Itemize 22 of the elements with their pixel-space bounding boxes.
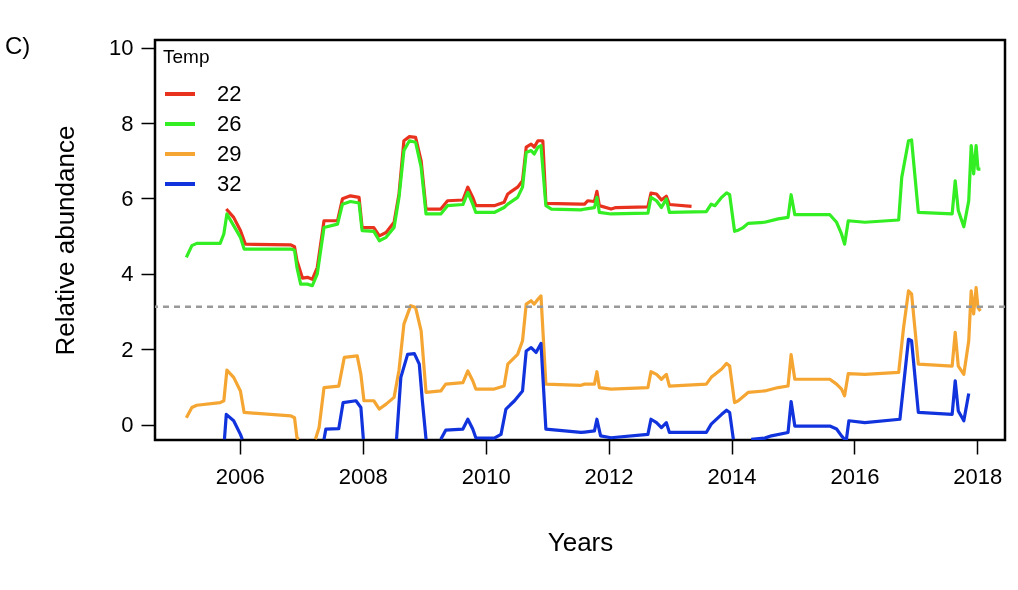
legend-label: 22	[217, 81, 242, 106]
x-tick-label: 2014	[707, 463, 757, 489]
y-tick-label: 2	[121, 336, 134, 362]
y-tick-label: 4	[121, 261, 134, 287]
chart-title: C)	[5, 31, 31, 59]
x-tick-label: 2008	[338, 463, 388, 489]
y-axis-title: Relative abundance	[50, 125, 81, 356]
line-series	[184, 138, 983, 288]
legend-label: 29	[217, 141, 242, 166]
y-tick-label: 8	[121, 110, 134, 136]
y-tick-label: 6	[121, 185, 134, 211]
legend-label: 32	[217, 171, 242, 196]
x-tick-label: 2006	[215, 463, 265, 489]
legend-label: 26	[217, 111, 242, 136]
y-tick-label: 0	[121, 412, 134, 438]
x-tick-label: 2016	[830, 463, 880, 489]
x-tick-label: 2010	[461, 463, 511, 489]
x-tick-label: 2012	[584, 463, 634, 489]
y-tick-label: 10	[109, 35, 134, 61]
x-tick-label: 2018	[953, 463, 1003, 489]
x-axis-title: Years	[547, 526, 614, 557]
legend-title: Temp	[163, 46, 210, 67]
